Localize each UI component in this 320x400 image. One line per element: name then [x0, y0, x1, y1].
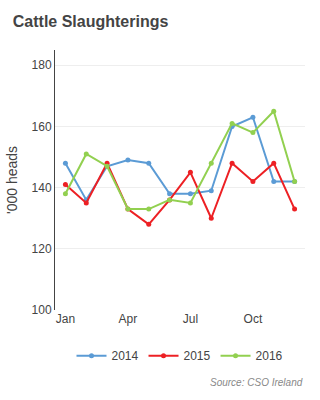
svg-text:2016: 2016 — [256, 349, 283, 363]
svg-text:160: 160 — [32, 120, 52, 134]
svg-text:'000 heads: '000 heads — [4, 146, 20, 214]
svg-text:100: 100 — [32, 303, 52, 317]
svg-text:Oct: Oct — [244, 312, 263, 326]
svg-text:140: 140 — [32, 181, 52, 195]
svg-text:Apr: Apr — [119, 312, 138, 326]
svg-text:120: 120 — [32, 242, 52, 256]
svg-text:Source: CSO Ireland: Source: CSO Ireland — [210, 377, 303, 388]
svg-text:2015: 2015 — [184, 349, 211, 363]
svg-text:Jan: Jan — [56, 312, 75, 326]
svg-text:2014: 2014 — [112, 349, 139, 363]
svg-text:Cattle Slaughterings: Cattle Slaughterings — [13, 13, 169, 30]
svg-text:180: 180 — [32, 58, 52, 72]
svg-text:Jul: Jul — [183, 312, 198, 326]
